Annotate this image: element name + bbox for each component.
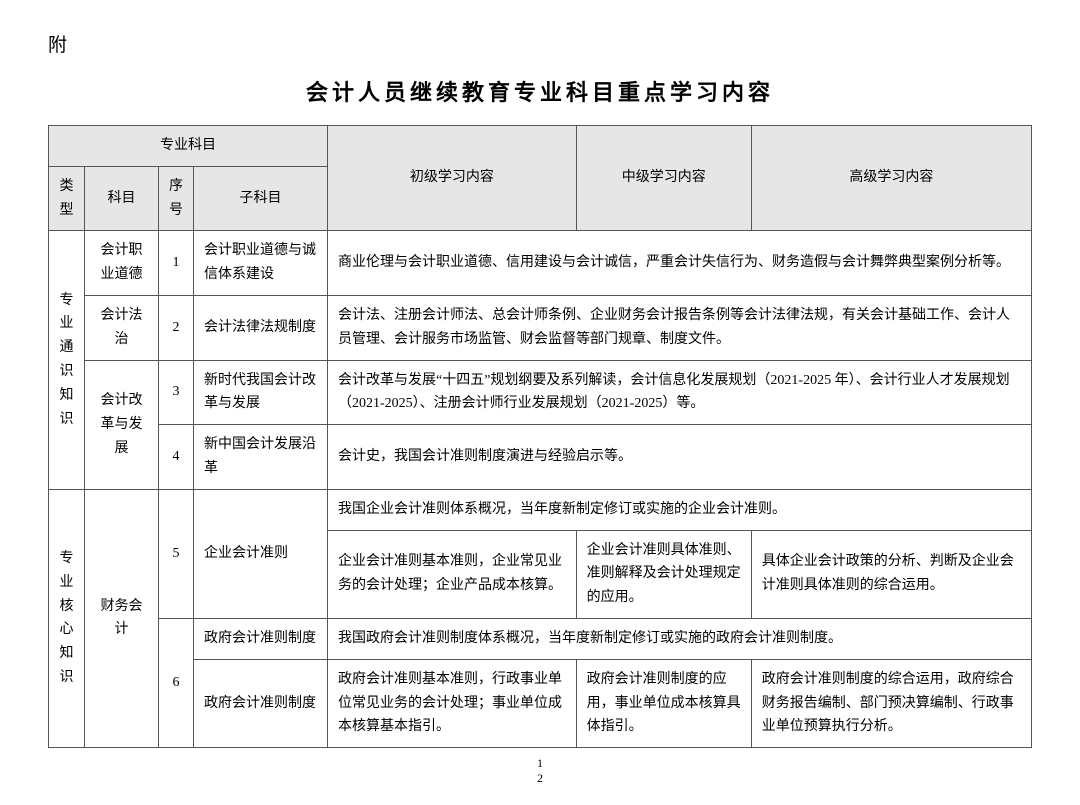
- cell-c5a: 具体企业会计政策的分析、判断及企业会计准则具体准则的综合运用。: [751, 530, 1031, 618]
- cell-sub6a: 政府会计准则制度: [194, 618, 328, 659]
- cell-n4: 4: [159, 425, 194, 490]
- cell-type1: 专业通识知识: [49, 231, 85, 489]
- content-table: 专业科目 初级学习内容 中级学习内容 高级学习内容 类型 科目 序号 子科目 专…: [48, 125, 1032, 748]
- table-row: 4 新中国会计发展沿革 会计史，我国会计准则制度演进与经验启示等。: [49, 425, 1032, 490]
- cell-n5: 5: [159, 489, 194, 618]
- cell-c5i: 企业会计准则具体准则、准则解释及会计处理规定的应用。: [576, 530, 751, 618]
- page-line1: 1: [48, 756, 1032, 770]
- cell-c6top: 我国政府会计准则制度体系概况，当年度新制定修订或实施的政府会计准则制度。: [328, 618, 1032, 659]
- cell-sub5: 企业会计准则: [194, 489, 328, 618]
- cell-subj4: 财务会计: [85, 489, 159, 747]
- cell-type2: 专业核心知识: [49, 489, 85, 747]
- th-advanced: 高级学习内容: [751, 126, 1031, 231]
- cell-n1: 1: [159, 231, 194, 296]
- cell-c3: 会计改革与发展“十四五”规划纲要及系列解读，会计信息化发展规划（2021-202…: [328, 360, 1032, 425]
- cell-sub3: 新时代我国会计改革与发展: [194, 360, 328, 425]
- cell-c5e: 企业会计准则基本准则，企业常见业务的会计处理；企业产品成本核算。: [328, 530, 577, 618]
- th-sub: 子科目: [194, 166, 328, 231]
- cell-sub4: 新中国会计发展沿革: [194, 425, 328, 490]
- cell-subj2: 会计法治: [85, 295, 159, 360]
- th-subject: 科目: [85, 166, 159, 231]
- table-row: 专业核心知识 财务会计 5 企业会计准则 我国企业会计准则体系概况，当年度新制定…: [49, 489, 1032, 530]
- table-row: 专业通识知识 会计职业道德 1 会计职业道德与诚信体系建设 商业伦理与会计职业道…: [49, 231, 1032, 296]
- cell-c1: 商业伦理与会计职业道德、信用建设与会计诚信，严重会计失信行为、财务造假与会计舞弊…: [328, 231, 1032, 296]
- cell-c4: 会计史，我国会计准则制度演进与经验启示等。: [328, 425, 1032, 490]
- th-num: 序号: [159, 166, 194, 231]
- cell-c5top: 我国企业会计准则体系概况，当年度新制定修订或实施的企业会计准则。: [328, 489, 1032, 530]
- cell-sub6b: 政府会计准则制度: [194, 659, 328, 747]
- page-title: 会计人员继续教育专业科目重点学习内容: [48, 75, 1032, 107]
- appendix-label: 附: [48, 30, 1032, 57]
- cell-n6: 6: [159, 618, 194, 747]
- th-intermediate: 中级学习内容: [576, 126, 751, 231]
- table-row: 会计改革与发展 3 新时代我国会计改革与发展 会计改革与发展“十四五”规划纲要及…: [49, 360, 1032, 425]
- table-row: 6 政府会计准则制度 我国政府会计准则制度体系概况，当年度新制定修订或实施的政府…: [49, 618, 1032, 659]
- table-row: 政府会计准则制度 政府会计准则基本准则，行政事业单位常见业务的会计处理；事业单位…: [49, 659, 1032, 747]
- cell-sub1: 会计职业道德与诚信体系建设: [194, 231, 328, 296]
- table-row: 会计法治 2 会计法律法规制度 会计法、注册会计师法、总会计师条例、企业财务会计…: [49, 295, 1032, 360]
- cell-n3: 3: [159, 360, 194, 425]
- th-elementary: 初级学习内容: [328, 126, 577, 231]
- cell-subj1: 会计职业道德: [85, 231, 159, 296]
- cell-sub2: 会计法律法规制度: [194, 295, 328, 360]
- page-number: 1 2: [48, 756, 1032, 785]
- cell-n2: 2: [159, 295, 194, 360]
- cell-c6a: 政府会计准则制度的综合运用，政府综合财务报告编制、部门预决算编制、行政事业单位预…: [751, 659, 1031, 747]
- cell-c6i: 政府会计准则制度的应用，事业单位成本核算具体指引。: [576, 659, 751, 747]
- cell-subj3: 会计改革与发展: [85, 360, 159, 489]
- th-type: 类型: [49, 166, 85, 231]
- th-group: 专业科目: [49, 126, 328, 167]
- cell-c6e: 政府会计准则基本准则，行政事业单位常见业务的会计处理；事业单位成本核算基本指引。: [328, 659, 577, 747]
- cell-c2: 会计法、注册会计师法、总会计师条例、企业财务会计报告条例等会计法律法规，有关会计…: [328, 295, 1032, 360]
- page-line2: 2: [48, 771, 1032, 785]
